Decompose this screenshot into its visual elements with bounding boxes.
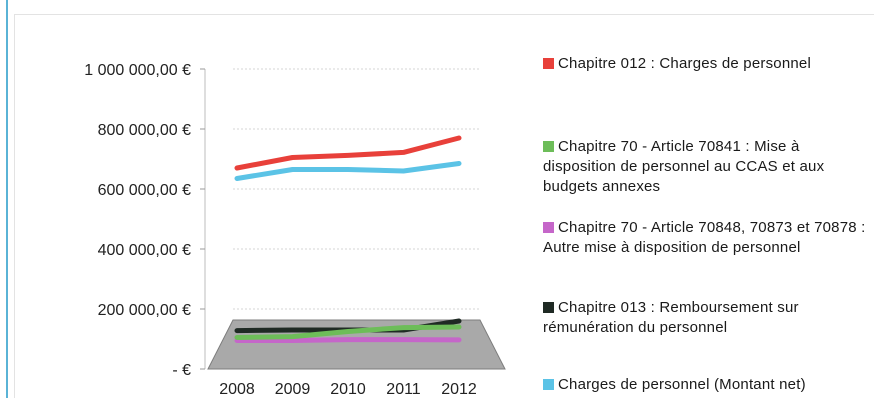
legend-label: Chapitre 70 - Article 70848, 70873 et 70… [543, 219, 866, 256]
legend-item: Chapitre 012 : Charges de personnel [543, 54, 868, 74]
legend-item: Chapitre 013 : Remboursement sur rémunér… [543, 298, 868, 338]
y-tick-label: 200 000,00 € [98, 302, 192, 319]
legend-label: Charges de personnel (Montant net) [558, 376, 806, 393]
y-tick-label: - € [172, 362, 191, 379]
series-line [234, 135, 462, 171]
legend-swatch [543, 141, 554, 152]
y-tick-label: 600 000,00 € [98, 182, 192, 199]
legend-label: Chapitre 012 : Charges de personnel [558, 55, 811, 72]
x-tick-label: 2010 [330, 381, 366, 398]
x-tick-label: 2008 [219, 381, 255, 398]
legend-swatch [543, 379, 554, 390]
legend-swatch [543, 302, 554, 313]
y-tick-label: 400 000,00 € [98, 242, 192, 259]
x-tick-label: 2009 [275, 381, 311, 398]
y-tick-label: 800 000,00 € [98, 122, 192, 139]
y-tick-label: 1 000 000,00 € [84, 62, 191, 79]
legend-item: Chapitre 70 - Article 70848, 70873 et 70… [543, 218, 868, 258]
left-accent-border [6, 0, 8, 398]
x-tick-label: 2012 [441, 381, 477, 398]
series-line [234, 324, 462, 340]
x-tick-label: 2011 [386, 381, 421, 398]
legend-swatch [543, 58, 554, 69]
legend-label: Chapitre 013 : Remboursement sur rémunér… [543, 299, 799, 336]
series-line [234, 161, 462, 181]
legend-swatch [543, 222, 554, 233]
series-line [234, 337, 462, 343]
legend-item: Chapitre 70 - Article 70841 : Mise à dis… [543, 137, 868, 197]
legend-item: Charges de personnel (Montant net) [543, 375, 868, 395]
legend-label: Chapitre 70 - Article 70841 : Mise à dis… [543, 138, 825, 195]
